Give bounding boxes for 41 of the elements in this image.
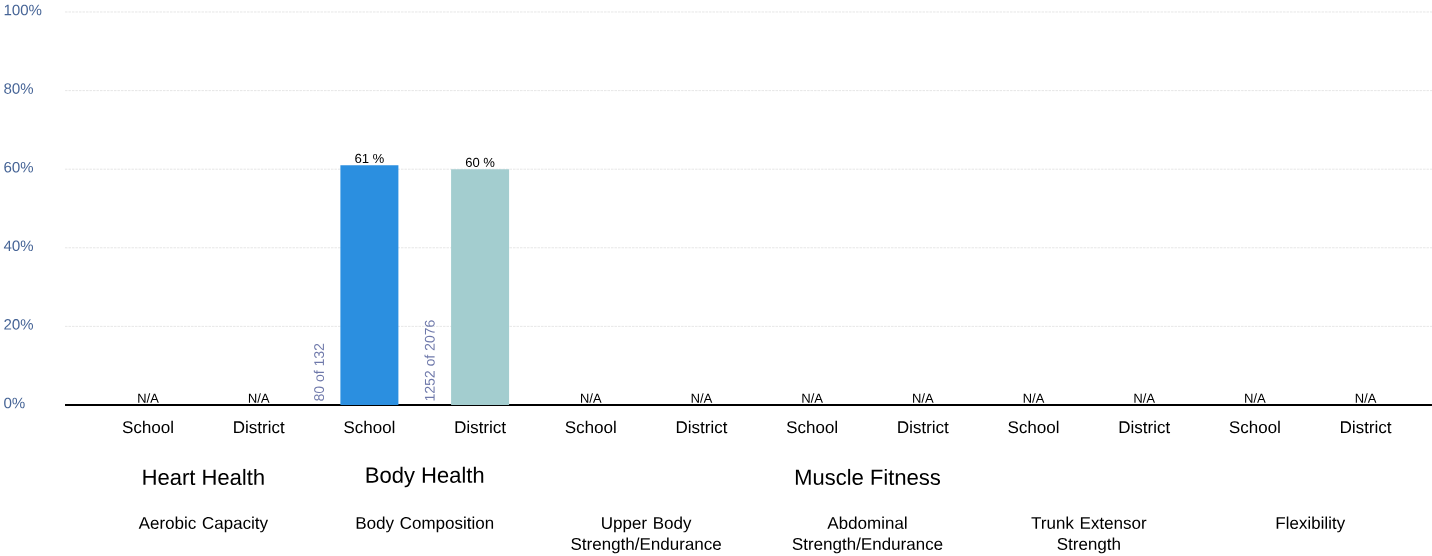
text: N/A — [581, 393, 602, 403]
text: N/A — [1023, 393, 1045, 403]
x-tick-label: District — [1119, 420, 1171, 434]
text: Aerobic Capacity — [138, 516, 269, 533]
text: N/A — [913, 393, 934, 403]
text: Body Health — [366, 466, 484, 488]
data-label: 60 % — [465, 157, 495, 167]
text: N/A — [138, 393, 159, 403]
x-tick-label: School — [1229, 420, 1280, 434]
text: N/A — [1355, 393, 1377, 403]
x-tick-label: School — [1008, 420, 1059, 434]
text: Muscle Fitness — [795, 468, 941, 486]
y-tick-label: 20% — [4, 319, 34, 330]
y-tick-label: 0% — [4, 397, 25, 409]
x-tick-label: School — [565, 420, 616, 434]
text: Upper Body Strength/Endurance — [571, 516, 721, 554]
y-tick-label: 100% — [4, 4, 42, 16]
x-tick-label: District — [898, 420, 949, 434]
annotation: 80 of 132 — [313, 343, 325, 401]
y-tick-label: 80% — [4, 83, 34, 94]
y-tick-label: 40% — [3, 240, 34, 252]
x-tick-label: District — [455, 420, 506, 434]
y-tick-label: 60% — [4, 161, 34, 173]
text: N/A — [1245, 393, 1266, 403]
text: Abdominal Strength/Endurance — [792, 516, 943, 554]
text: Heart Health — [143, 468, 264, 486]
x-tick-label: School — [122, 420, 173, 434]
x-tick-label: School — [344, 420, 395, 434]
x-tick-label: District — [676, 420, 728, 434]
text: Trunk Extensor Strength — [1031, 516, 1147, 554]
x-tick-label: School — [786, 420, 837, 434]
x-tick-label: District — [234, 420, 285, 434]
text: Body Composition — [356, 516, 494, 533]
data-label: 61 % — [355, 153, 384, 164]
annotation: 1252 of 2076 — [424, 320, 435, 401]
text: N/A — [1134, 393, 1156, 403]
text: Flexibility — [1276, 516, 1346, 533]
x-tick-label: District — [1341, 420, 1392, 434]
text: N/A — [802, 393, 823, 403]
text: N/A — [691, 393, 713, 403]
text: N/A — [248, 393, 270, 403]
